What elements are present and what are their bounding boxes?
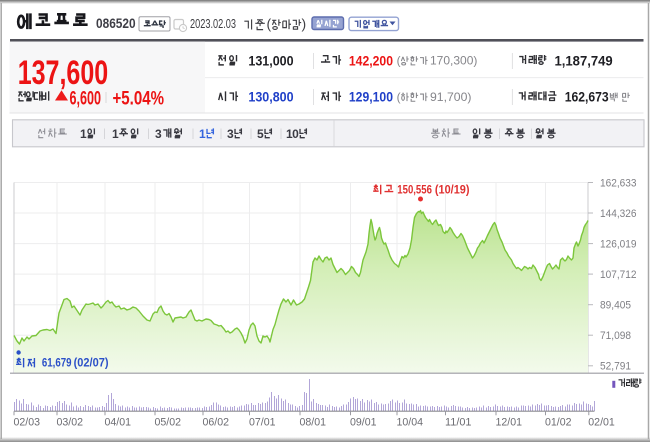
- svg-text:137,600: 137,600: [18, 54, 109, 92]
- svg-text:09/01: 09/01: [350, 416, 377, 428]
- svg-text:(02/07): (02/07): [74, 356, 109, 370]
- svg-text:): ): [302, 16, 307, 32]
- svg-text:91,700): 91,700): [430, 90, 472, 104]
- svg-text:(: (: [397, 90, 401, 104]
- svg-text:144,326: 144,326: [600, 208, 637, 220]
- svg-text:107,712: 107,712: [600, 269, 637, 281]
- svg-text:05/02: 05/02: [155, 416, 182, 428]
- svg-text:142,200: 142,200: [349, 53, 393, 69]
- svg-text:04/01: 04/01: [105, 416, 132, 428]
- svg-text:07/01: 07/01: [249, 416, 276, 428]
- svg-text:71,098: 71,098: [600, 330, 631, 342]
- svg-text:01/02: 01/02: [545, 416, 572, 428]
- svg-text:(10/19): (10/19): [435, 183, 470, 197]
- svg-text:+5.04%: +5.04%: [113, 88, 165, 110]
- svg-text:(: (: [267, 16, 272, 32]
- svg-text:162,633: 162,633: [600, 177, 637, 189]
- svg-text:02/03: 02/03: [14, 416, 41, 428]
- svg-text:162,673: 162,673: [565, 90, 609, 106]
- svg-text:52,791: 52,791: [600, 361, 631, 373]
- svg-text:02/01: 02/01: [588, 416, 615, 428]
- svg-text:130,800: 130,800: [248, 90, 293, 106]
- svg-text:10/04: 10/04: [397, 416, 424, 428]
- svg-text:129,100: 129,100: [349, 90, 393, 106]
- svg-text:1: 1: [199, 127, 206, 141]
- svg-text:6,600: 6,600: [70, 88, 102, 110]
- svg-text:1: 1: [112, 127, 119, 141]
- svg-text:126,019: 126,019: [600, 238, 637, 250]
- svg-text:086520: 086520: [96, 15, 136, 31]
- svg-text:131,000: 131,000: [248, 53, 293, 69]
- svg-text:170,300): 170,300): [430, 54, 477, 68]
- svg-text:1: 1: [80, 127, 87, 141]
- svg-text:03/02: 03/02: [57, 416, 84, 428]
- svg-text:3: 3: [227, 127, 234, 141]
- svg-text:10: 10: [286, 127, 299, 141]
- svg-text:2023.02.03: 2023.02.03: [190, 16, 236, 31]
- svg-text:08/01: 08/01: [300, 416, 327, 428]
- svg-text:61,679: 61,679: [42, 356, 72, 370]
- svg-text:12/01: 12/01: [496, 416, 523, 428]
- svg-text:89,405: 89,405: [600, 300, 631, 312]
- svg-text:1,187,749: 1,187,749: [555, 53, 613, 69]
- svg-text:06/02: 06/02: [203, 416, 230, 428]
- svg-text:150,556: 150,556: [397, 183, 432, 197]
- svg-text:5: 5: [257, 127, 264, 141]
- svg-text:11/01: 11/01: [445, 416, 472, 428]
- svg-text:(: (: [397, 54, 401, 68]
- svg-text:3: 3: [155, 127, 162, 141]
